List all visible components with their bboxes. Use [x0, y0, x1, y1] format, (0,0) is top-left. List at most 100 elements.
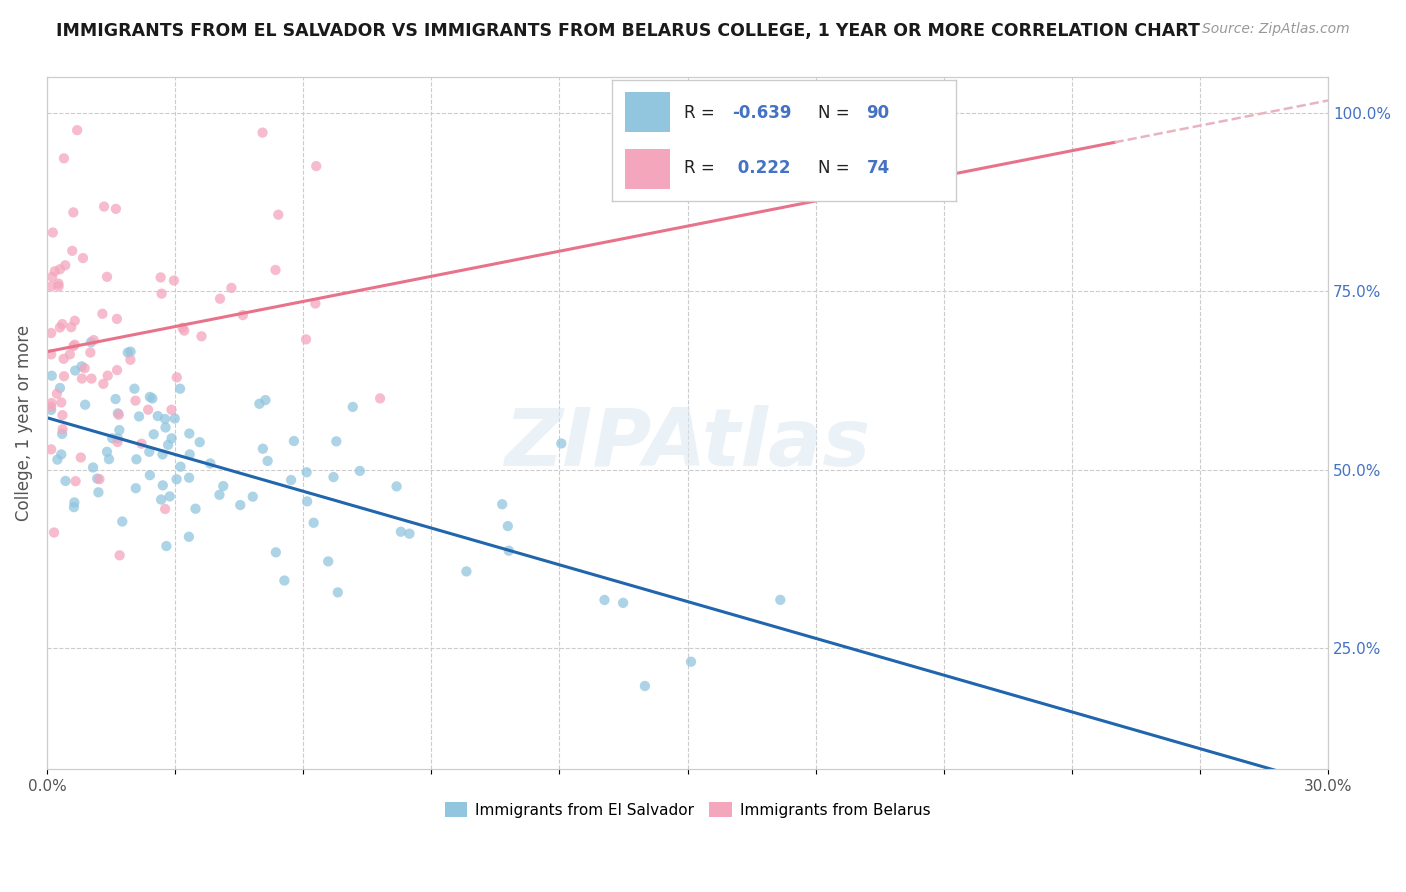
- Point: [124, 393, 146, 408]
- Point: [60, 320, 83, 334]
- Point: [51, 395, 73, 409]
- Point: [179, 426, 201, 441]
- Point: [139, 390, 162, 404]
- Point: [98, 452, 121, 467]
- Point: [96, 269, 118, 284]
- Point: [593, 593, 616, 607]
- Point: [41, 396, 63, 410]
- Point: [39, 279, 62, 293]
- Point: [150, 286, 173, 301]
- Point: [157, 438, 180, 452]
- Point: [679, 655, 702, 669]
- Point: [179, 471, 201, 485]
- Point: [177, 530, 200, 544]
- Point: [166, 472, 188, 486]
- Point: [273, 574, 295, 588]
- Point: [52, 422, 75, 436]
- Point: [63, 314, 86, 328]
- Text: ZIPAtlas: ZIPAtlas: [505, 405, 870, 483]
- Point: [63, 495, 86, 509]
- Point: [398, 526, 420, 541]
- Bar: [626, 93, 671, 132]
- Point: [166, 370, 188, 384]
- Point: [264, 263, 287, 277]
- Point: [349, 464, 371, 478]
- Point: [72, 251, 94, 265]
- Point: [153, 412, 176, 426]
- Point: [280, 473, 302, 487]
- Point: [491, 497, 513, 511]
- Point: [229, 498, 252, 512]
- Point: [52, 351, 75, 366]
- Point: [496, 519, 519, 533]
- Point: [39, 326, 62, 340]
- Point: [62, 339, 84, 353]
- Point: [295, 465, 318, 479]
- Point: [128, 409, 150, 424]
- Point: [108, 423, 131, 437]
- Point: [63, 337, 86, 351]
- Point: [60, 244, 83, 258]
- Point: [39, 403, 62, 417]
- Point: [107, 406, 129, 420]
- Point: [104, 392, 127, 406]
- Point: [41, 368, 63, 383]
- Point: [70, 371, 93, 385]
- Point: [53, 258, 76, 272]
- Point: [69, 450, 91, 465]
- Point: [51, 317, 73, 331]
- Point: [612, 596, 634, 610]
- Point: [42, 525, 65, 540]
- Legend: Immigrants from El Salvador, Immigrants from Belarus: Immigrants from El Salvador, Immigrants …: [439, 796, 936, 824]
- Point: [53, 369, 76, 384]
- Bar: [626, 149, 671, 188]
- Point: [188, 435, 211, 450]
- Point: [79, 345, 101, 359]
- Point: [63, 500, 86, 515]
- Point: [169, 382, 191, 396]
- Point: [48, 279, 70, 293]
- Point: [142, 427, 165, 442]
- Point: [49, 262, 72, 277]
- Point: [65, 474, 87, 488]
- Text: R =: R =: [683, 159, 720, 178]
- Point: [264, 545, 287, 559]
- Point: [138, 444, 160, 458]
- Point: [59, 347, 82, 361]
- Point: [247, 397, 270, 411]
- Point: [316, 554, 339, 568]
- Point: [267, 208, 290, 222]
- Point: [200, 457, 222, 471]
- Point: [221, 281, 243, 295]
- Point: [107, 408, 129, 422]
- Point: [163, 273, 186, 287]
- Text: N =: N =: [818, 159, 855, 178]
- Point: [105, 311, 128, 326]
- Point: [52, 152, 75, 166]
- Point: [208, 488, 231, 502]
- Point: [150, 492, 173, 507]
- Point: [117, 345, 139, 359]
- Point: [108, 549, 131, 563]
- Text: IMMIGRANTS FROM EL SALVADOR VS IMMIGRANTS FROM BELARUS COLLEGE, 1 YEAR OR MORE C: IMMIGRANTS FROM EL SALVADOR VS IMMIGRANT…: [56, 22, 1201, 40]
- Point: [49, 320, 72, 334]
- Point: [322, 470, 344, 484]
- Point: [295, 494, 318, 508]
- Point: [252, 442, 274, 456]
- Point: [152, 478, 174, 492]
- Point: [368, 392, 391, 406]
- Y-axis label: College, 1 year or more: College, 1 year or more: [15, 326, 32, 522]
- Point: [385, 479, 408, 493]
- Point: [634, 679, 657, 693]
- Point: [96, 445, 118, 459]
- Point: [304, 296, 326, 310]
- Point: [152, 447, 174, 461]
- Text: 90: 90: [866, 103, 890, 122]
- Point: [173, 324, 195, 338]
- Point: [456, 565, 478, 579]
- Text: 74: 74: [866, 159, 890, 178]
- Text: Source: ZipAtlas.com: Source: ZipAtlas.com: [1202, 22, 1350, 37]
- Point: [550, 436, 572, 450]
- Point: [48, 277, 70, 291]
- Point: [295, 332, 318, 346]
